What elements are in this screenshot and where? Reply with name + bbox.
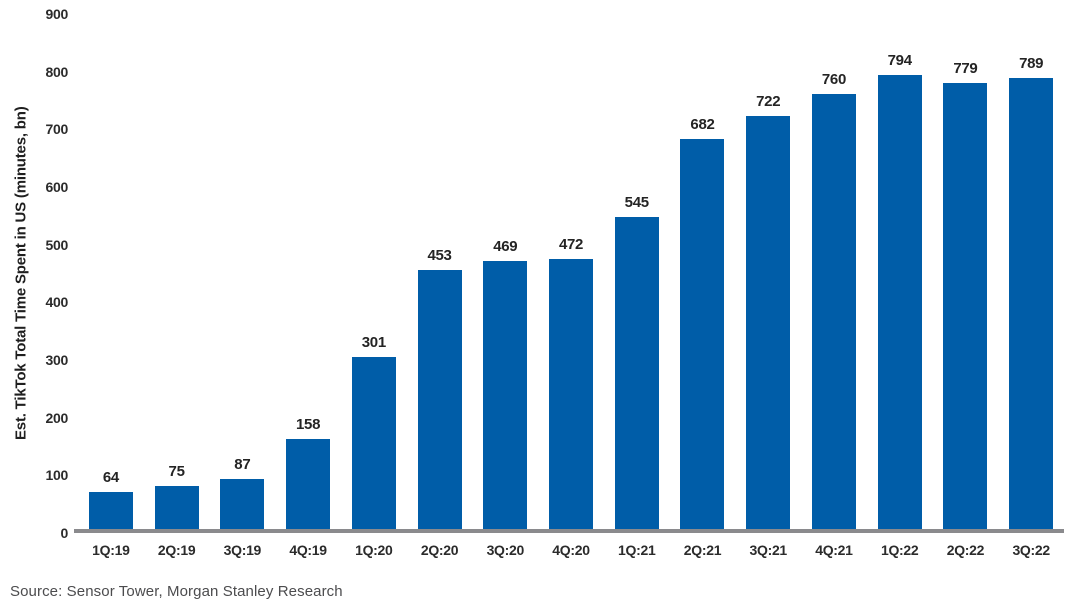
y-tick-label: 200 [45,409,69,426]
source-note: Source: Sensor Tower, Morgan Stanley Res… [10,583,343,600]
y-tick-label: 0 [60,525,69,541]
bar-value-label: 453 [427,246,452,264]
bar-value-label: 789 [1019,54,1044,72]
bar-value-label: 87 [234,456,251,474]
x-tick-label: 2Q:21 [683,542,722,558]
bar-group: 472 [538,14,604,529]
bar [877,74,922,529]
bar [614,217,659,529]
bar [351,356,396,529]
bar-value-label: 158 [296,415,321,433]
y-axis-title: Est. TikTok Total Time Spent in US (minu… [12,106,30,441]
y-tick-label: 500 [45,236,69,253]
bar-group: 75 [144,14,210,529]
bars-container: 64 75 87 158 301 453 469 472 545 682 722 760 794 779 7… [78,14,1064,529]
y-axis-ticks: 0 100 200 300 400 500 600 700 800 900 [34,7,78,540]
bar [220,479,265,529]
bar [943,83,988,529]
bar-group: 301 [341,14,407,529]
x-axis-line [74,529,1064,533]
bar-value-label: 682 [690,115,715,133]
bar [811,94,856,529]
bar-value-label: 794 [887,51,912,69]
bar-group: 469 [472,14,538,529]
x-tick-label: 3Q:20 [486,542,525,558]
y-tick-label: 700 [45,121,69,138]
bar-group: 760 [801,14,867,529]
y-tick-label: 300 [45,352,69,368]
x-tick-label: 1Q:20 [355,542,393,558]
bar-value-label: 779 [953,60,978,78]
bar-group: 158 [275,14,341,529]
bar-group: 64 [78,14,144,529]
bar-group: 722 [735,14,801,529]
bar [680,138,725,529]
x-tick-label: 4Q:20 [552,542,590,558]
x-tick-label: 3Q:19 [223,542,262,558]
bar-chart: Est. TikTok Total Time Spent in US (minu… [8,7,1064,567]
y-tick-label: 400 [45,294,69,311]
x-tick-label: 4Q:21 [815,542,853,558]
x-tick-label: 2Q:20 [420,542,459,558]
x-axis-labels: 1Q:19 2Q:19 3Q:19 4Q:19 1Q:20 2Q:20 3Q:20 4Q:20… [78,533,1064,567]
bar-value-label: 545 [624,194,649,212]
bar [286,438,331,529]
x-tick-label: 2Q:22 [946,542,985,558]
y-tick-label: 100 [45,467,69,484]
bar [88,492,133,529]
x-tick-label: 3Q:21 [749,542,788,558]
bar-group: 453 [407,14,473,529]
x-tick-label: 1Q:22 [880,542,919,558]
y-tick-label: 600 [45,179,69,195]
bar-value-label: 472 [558,235,584,253]
bar [1009,77,1054,529]
bar-group: 794 [867,14,933,529]
bar [548,258,594,529]
bar-group: 779 [933,14,999,529]
bar-value-label: 75 [168,463,185,481]
bar-group: 545 [604,14,670,529]
bar [154,486,199,529]
x-tick-label: 4Q:19 [289,542,327,558]
x-tick-label: 3Q:22 [1012,542,1050,558]
y-tick-label: 900 [45,6,69,22]
plot-area: 64 75 87 158 301 453 469 472 545 682 722 760 794 779 7… [74,14,1064,533]
bar-value-label: 469 [493,237,518,255]
bar-value-label: 64 [102,469,119,487]
x-tick-label: 1Q:21 [618,542,656,558]
y-tick-label: 800 [45,63,69,80]
bar-value-label: 722 [756,92,781,110]
bar [483,260,528,529]
x-tick-label: 1Q:19 [92,542,130,558]
bar-value-label: 760 [821,71,847,89]
bar-group: 789 [998,14,1064,529]
bar-value-label: 301 [361,333,386,351]
bar-group: 87 [209,14,275,529]
x-tick-label: 2Q:19 [157,542,196,558]
bar-group: 682 [670,14,736,529]
bar [746,115,791,529]
bar [417,269,462,529]
